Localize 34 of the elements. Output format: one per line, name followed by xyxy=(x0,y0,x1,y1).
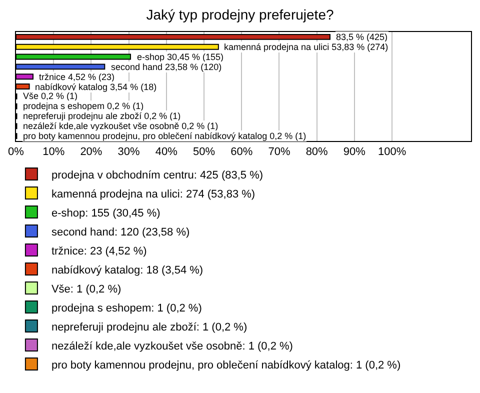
x-tick-label: 0% xyxy=(8,146,24,158)
x-tick-label: 90% xyxy=(343,146,366,158)
x-tick-label: 40% xyxy=(155,146,178,158)
legend-label: e-shop: 155 (30,45 %) xyxy=(51,207,160,220)
data-label: e-shop 30,45 % (155) xyxy=(137,52,224,62)
x-tick-label: 10% xyxy=(42,146,65,158)
data-label: Vše 0,2 % (1) xyxy=(23,91,78,101)
data-label: prodejna s eshopem 0,2 % (1) xyxy=(23,101,144,111)
data-label: pro boty kamennou prodejnu, pro oblečení nabídkový katalog 0,2 % (1) xyxy=(23,131,306,141)
x-tick-label: 80% xyxy=(306,146,328,158)
x-tick-label: 50% xyxy=(193,146,216,158)
legend-label: pro boty kamennou prodejnu, pro oblečení nabídkový katalog: 1 (0,2 %) xyxy=(51,359,401,372)
legend-label: nabídkový katalog: 18 (3,54 %) xyxy=(51,264,204,276)
legend-label: kamenná prodejna na ulici: 274 (53,83 %) xyxy=(51,188,256,200)
data-label: nezáleží kde,ale vyzkoušet vše osobně 0,2 % (1) xyxy=(23,121,218,131)
data-label: kamenná prodejna na ulici 53,83 % (274) xyxy=(224,42,388,52)
data-label: 83,5 % (425) xyxy=(336,32,388,42)
chart-title: Jaký typ prodejny preferujete? xyxy=(146,6,334,23)
x-tick-label: 30% xyxy=(118,146,140,158)
legend-label: second hand: 120 (23,58 %) xyxy=(51,226,190,238)
legend-label: Vše: 1 (0,2 %) xyxy=(51,283,122,296)
data-label: nepreferuji prodejnu ale zboží 0,2 % (1) xyxy=(23,111,181,121)
legend-label: prodejna v obchodním centru: 425 (83,5 %) xyxy=(51,169,264,182)
data-label: tržnice 4,52 % (23) xyxy=(39,72,115,82)
x-tick-label: 60% xyxy=(230,146,253,158)
data-label: second hand 23,58 % (120) xyxy=(111,62,222,72)
legend-label: nezáleží kde,ale vyzkoušet vše osobně: 1 (0,2 %) xyxy=(51,340,293,352)
legend-label: tržnice: 23 (4,52 %) xyxy=(51,245,147,258)
legend-label: nepreferuji prodejnu ale zboží: 1 (0,2 %) xyxy=(51,321,248,334)
x-tick-label: 20% xyxy=(80,146,102,158)
data-label: nabídkový katalog 3,54 % (18) xyxy=(35,82,157,92)
legend-label: prodejna s eshopem: 1 (0,2 %) xyxy=(51,302,202,314)
x-tick-label: 70% xyxy=(268,146,290,158)
x-tick-label: 100% xyxy=(378,146,406,158)
